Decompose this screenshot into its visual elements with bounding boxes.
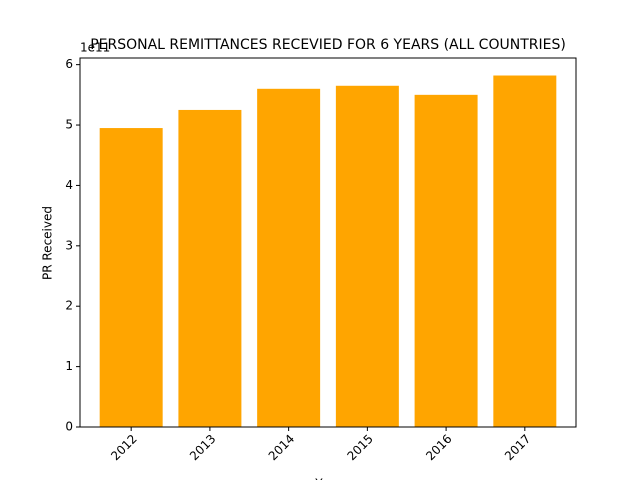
- y-offset-label: 1e11: [80, 41, 110, 55]
- y-tick-label: 6: [65, 57, 73, 71]
- y-tick-label: 0: [65, 420, 73, 434]
- x-tick-label: 2015: [344, 432, 375, 463]
- bar: [99, 128, 163, 427]
- bar: [414, 94, 478, 428]
- plot-frame: [79, 57, 577, 428]
- x-tick-label: 2016: [423, 432, 454, 463]
- y-tick-label: 2: [65, 299, 73, 313]
- x-tick-label: 2014: [266, 432, 297, 463]
- y-tick-label: 1: [65, 359, 73, 373]
- y-tick-label: 5: [65, 118, 73, 132]
- bar: [335, 85, 399, 427]
- bar: [178, 109, 242, 427]
- y-tick-label: 4: [65, 178, 73, 192]
- chart-title: PERSONAL REMITTANCES RECEVIED FOR 6 YEAR…: [90, 37, 566, 53]
- x-tick-label: 2012: [108, 432, 139, 463]
- bar: [493, 75, 557, 427]
- bar: [257, 88, 321, 427]
- y-tick-label: 3: [65, 238, 73, 252]
- x-axis-label: Year: [314, 477, 340, 480]
- y-axis-label: PR Received: [41, 206, 55, 280]
- x-tick-label: 2017: [502, 432, 533, 463]
- x-tick-label: 2013: [187, 432, 218, 463]
